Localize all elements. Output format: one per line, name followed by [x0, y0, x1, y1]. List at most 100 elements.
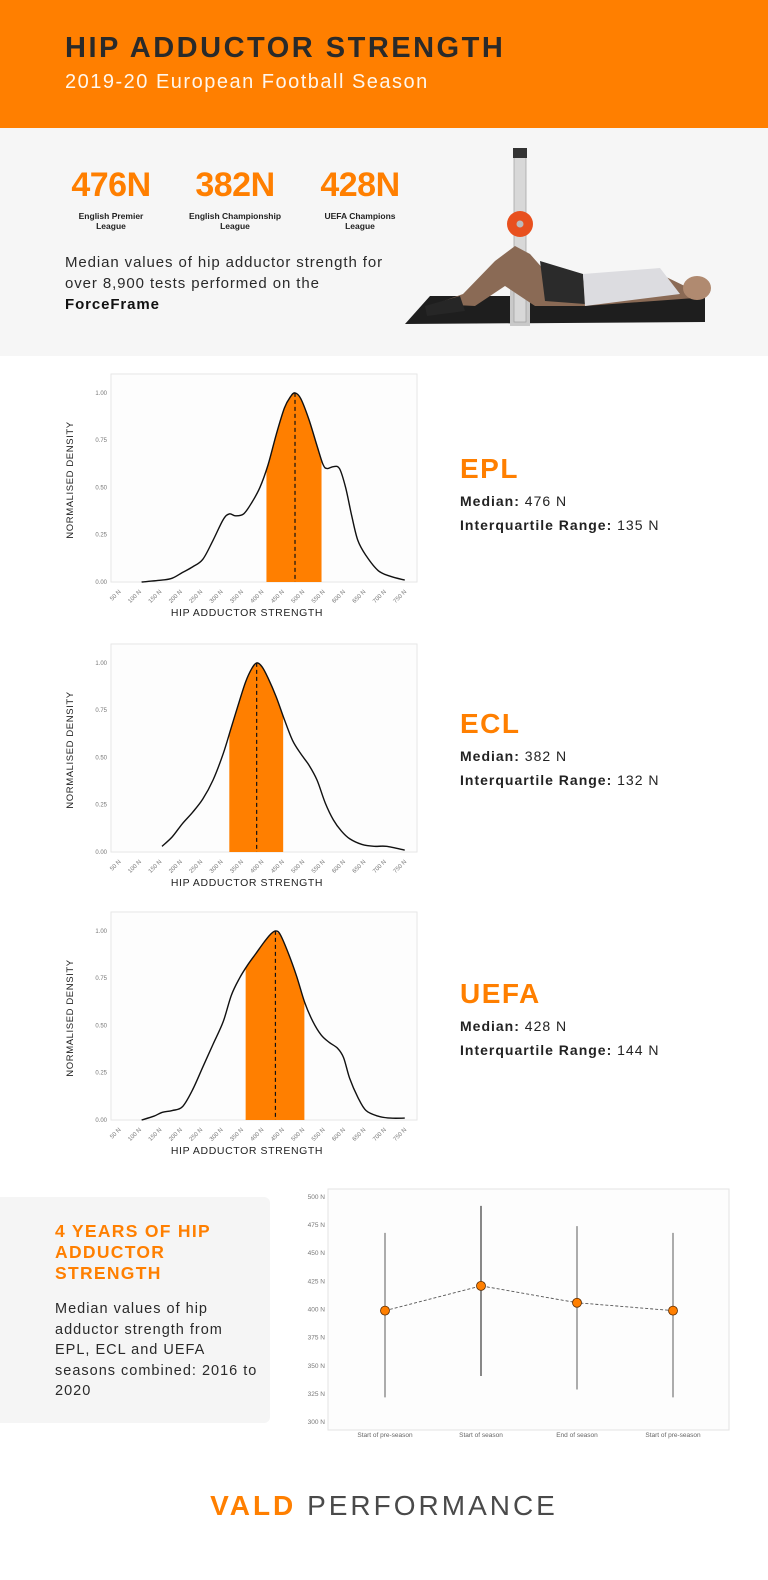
x-tick-label: 550 N [311, 859, 327, 875]
iqr-row: Interquartile Range: 132 N [460, 772, 660, 788]
x-axis-label: HIP ADDUCTOR STRENGTH [171, 607, 323, 619]
y-tick-label: 0.75 [95, 708, 107, 714]
median-point [476, 1280, 486, 1291]
x-tick-label: 50 N [109, 1127, 122, 1140]
frame-cap [513, 148, 527, 158]
y-tick-label: 450 N [308, 1250, 326, 1257]
brand-performance: PERFORMANCE [307, 1490, 558, 1521]
median-point [572, 1297, 582, 1308]
y-tick-label: 1.00 [95, 929, 107, 935]
x-tick-label: 400 N [250, 1127, 266, 1143]
uefa-info: UEFA Median: 428 N Interquartile Range: … [460, 978, 660, 1058]
y-tick-label: 350 N [308, 1363, 326, 1370]
y-tick-label: 0.75 [95, 976, 107, 982]
density-curve [141, 392, 405, 583]
median-row: Median: 428 N [460, 1018, 568, 1034]
athlete-shirt [583, 268, 680, 306]
x-tick-label: 150 N [148, 1127, 164, 1143]
y-axis-label: NORMALISED DENSITY [65, 691, 76, 808]
x-tick-label: 350 N [229, 859, 245, 875]
x-tick-label: 600 N [331, 1127, 347, 1143]
x-tick-label: 650 N [352, 859, 368, 875]
stat-value: 476N [71, 166, 151, 204]
intro-description: Median values of hip adductor strength f… [65, 252, 415, 315]
stat-value: 428N [320, 166, 400, 204]
x-tick-label: 600 N [331, 589, 347, 605]
y-tick-label: 375 N [308, 1335, 326, 1342]
league-name: ECL [460, 708, 521, 739]
y-tick-label: 400 N [308, 1307, 326, 1314]
x-tick-label: 100 N [127, 589, 143, 605]
x-tick-label: 750 N [393, 1127, 409, 1143]
y-tick-label: 0.50 [95, 1023, 107, 1029]
x-tick-label: 600 N [331, 859, 347, 875]
x-tick-label: 650 N [352, 589, 368, 605]
four-years-trend-chart: 300 N 325 N 350 N 375 N 400 N 425 N 450 N 475 N… [308, 1188, 730, 1439]
stat-uefa: 428N UEFA Champions League [295, 166, 425, 231]
x-tick-label: 450 N [270, 589, 286, 605]
stat-label: English Championship League [188, 211, 282, 231]
x-tick-label: 150 N [148, 589, 164, 605]
league-name: EPL [460, 453, 519, 484]
x-tick-label: 400 N [250, 589, 266, 605]
forceframe-name: ForceFrame [65, 296, 160, 313]
x-tick-label: 250 N [189, 859, 205, 875]
y-tick-label: 0.50 [95, 485, 107, 491]
y-tick-label: 300 N [308, 1419, 326, 1426]
four-years-heading: 4 YEARS OF HIP ADDUCTOR STRENGTH [55, 1221, 211, 1283]
y-tick-label: 0.00 [95, 1118, 107, 1124]
x-tick-label: 500 N [291, 859, 307, 875]
x-tick-label: 500 N [291, 589, 307, 605]
median-point [668, 1305, 678, 1316]
athlete-shoes [425, 296, 465, 316]
x-axis-label: HIP ADDUCTOR STRENGTH [171, 1145, 323, 1157]
median-point [380, 1305, 390, 1316]
page-title: HIP ADDUCTOR STRENGTH [65, 32, 506, 64]
footer-logo: VALD PERFORMANCE [0, 1490, 768, 1522]
y-tick-label: 0.00 [95, 580, 107, 586]
description-text: Median values of hip adductor strength f… [65, 254, 383, 292]
stat-ecl: 382N English Championship League [170, 166, 300, 231]
y-tick-label: 0.75 [95, 438, 107, 444]
mat [405, 296, 705, 324]
y-tick-label: 0.25 [95, 1071, 107, 1077]
athlete-forceframe-photo [405, 148, 711, 326]
x-category-label: Start of pre-season [357, 1432, 413, 1439]
x-category-label: End of season [556, 1432, 598, 1439]
ecl-density-chart: 0.00 0.25 0.50 0.75 1.00 50 N 100 N 150 N 200 N 2… [65, 643, 418, 889]
x-tick-label: 300 N [209, 589, 225, 605]
y-tick-label: 0.25 [95, 803, 107, 809]
x-tick-label: 450 N [270, 859, 286, 875]
y-tick-label: 1.00 [95, 391, 107, 397]
epl-info: EPL Median: 476 N Interquartile Range: 1… [460, 453, 660, 533]
y-tick-label: 500 N [308, 1194, 326, 1201]
iqr-row: Interquartile Range: 135 N [460, 517, 660, 533]
athlete-shorts [540, 261, 585, 304]
epl-density-chart: 0.00 0.25 0.50 0.75 1.00 50 N 100 N 150 N 200 N 2… [65, 373, 418, 619]
iqr-shaded-area [266, 392, 322, 582]
median-row: Median: 382 N [460, 748, 568, 764]
page-subtitle: 2019-20 European Football Season [65, 71, 429, 93]
x-tick-label: 350 N [229, 1127, 245, 1143]
x-tick-label: 200 N [168, 589, 184, 605]
y-tick-label: 325 N [308, 1391, 326, 1398]
x-category-label: Start of pre-season [645, 1432, 701, 1439]
x-tick-label: 300 N [209, 859, 225, 875]
x-axis-label: HIP ADDUCTOR STRENGTH [171, 877, 323, 889]
y-tick-label: 475 N [308, 1222, 326, 1229]
header-banner: HIP ADDUCTOR STRENGTH 2019-20 European F… [0, 0, 768, 128]
x-tick-label: 350 N [229, 589, 245, 605]
x-tick-label: 550 N [311, 1127, 327, 1143]
x-tick-label: 100 N [127, 859, 143, 875]
league-name: UEFA [460, 978, 541, 1009]
uefa-density-chart: 0.00 0.25 0.50 0.75 1.00 50 N 100 N 150 N 200 N 2… [65, 911, 418, 1157]
y-axis-label: NORMALISED DENSITY [65, 959, 76, 1076]
x-tick-label: 250 N [189, 1127, 205, 1143]
four-years-text: Median values of hip adductor strength f… [55, 1301, 258, 1399]
x-tick-label: 300 N [209, 1127, 225, 1143]
density-curve [161, 662, 405, 851]
median-row: Median: 476 N [460, 493, 568, 509]
x-tick-label: 700 N [372, 589, 388, 605]
x-tick-label: 700 N [372, 1127, 388, 1143]
stat-label: English Premier League [78, 211, 144, 231]
